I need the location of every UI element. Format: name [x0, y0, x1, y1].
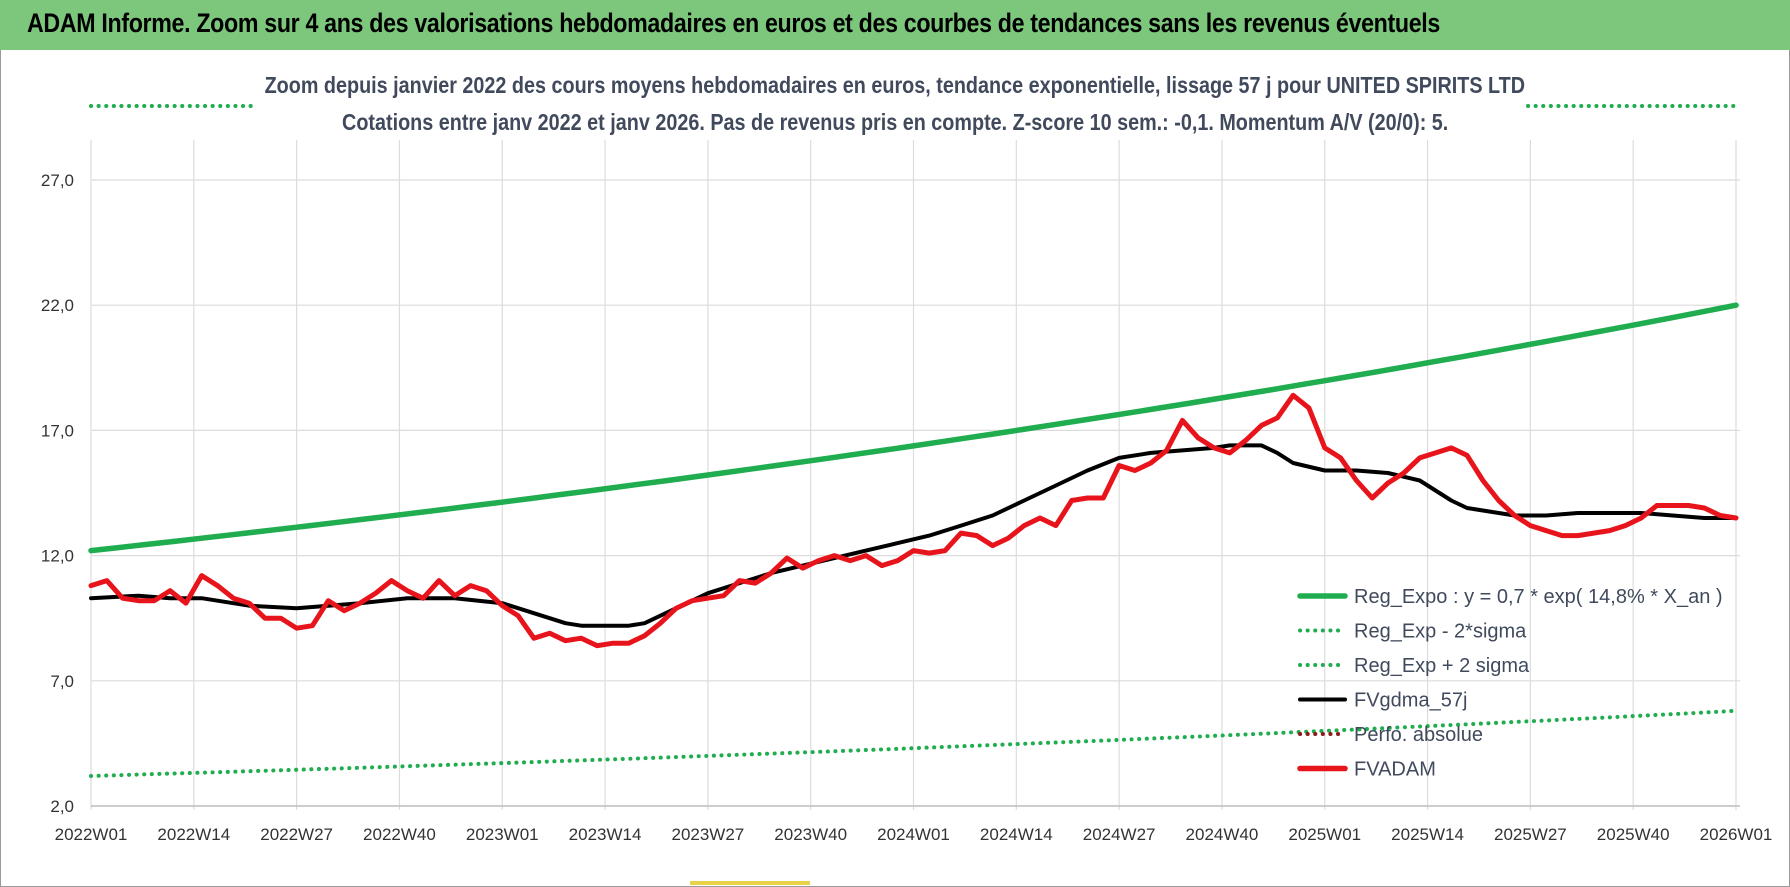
x-tick-label: 2024W01 — [877, 825, 950, 844]
x-tick-label: 2023W01 — [466, 825, 539, 844]
report-banner: ADAM Informe. Zoom sur 4 ans des valoris… — [0, 0, 1790, 50]
x-tick-label: 2025W01 — [1288, 825, 1361, 844]
x-axis-labels: 2022W01 2022W14 2022W27 2022W40 2023W01 2023W… — [55, 825, 1773, 844]
x-tick-label: 2023W40 — [774, 825, 847, 844]
x-tick-label: 2025W40 — [1597, 825, 1670, 844]
bottom-scroll-marker — [690, 881, 810, 885]
legend-label: Perfo. absolue — [1354, 724, 1483, 746]
x-tick-label: 2025W14 — [1391, 825, 1464, 844]
y-tick-label: 17,0 — [41, 421, 74, 440]
x-tick-label: 2024W14 — [980, 825, 1053, 844]
y-axis-labels: 2,0 7,0 12,0 17,0 22,0 27,0 — [41, 171, 74, 816]
series-line-1 — [89, 708, 1738, 778]
legend-label: FVgdma_57j — [1354, 690, 1467, 712]
chart-subtitle: Cotations entre janv 2022 et janv 2026. … — [0, 109, 1790, 136]
chart-title: Zoom depuis janvier 2022 des cours moyen… — [0, 72, 1790, 99]
x-tick-label: 2023W14 — [569, 825, 642, 844]
x-tick-label: 2022W40 — [363, 825, 436, 844]
y-tick-label: 2,0 — [50, 797, 74, 816]
x-tick-label: 2023W27 — [671, 825, 744, 844]
x-tick-label: 2026W01 — [1700, 825, 1773, 844]
x-tick-label: 2024W40 — [1186, 825, 1259, 844]
x-tick-label: 2024W27 — [1083, 825, 1156, 844]
legend-label: FVADAM — [1354, 759, 1436, 781]
x-tick-label: 2022W27 — [260, 825, 333, 844]
y-tick-label: 7,0 — [50, 672, 74, 691]
y-tick-label: 22,0 — [41, 296, 74, 315]
series-line-5 — [88, 392, 1739, 649]
gridlines — [90, 140, 1740, 810]
report-title: ADAM Informe. Zoom sur 4 ans des valoris… — [27, 8, 1440, 38]
legend-label: Reg_Expo : y = 0,7 * exp( 14,8% * X_an ) — [1354, 586, 1723, 608]
legend: Reg_Expo : y = 0,7 * exp( 14,8% * X_an )… — [1297, 586, 1723, 781]
chart-subtitle-text: Cotations entre janv 2022 et janv 2026. … — [341, 109, 1449, 135]
x-tick-label: 2022W14 — [157, 825, 230, 844]
series-lines — [88, 104, 1739, 778]
y-tick-label: 27,0 — [41, 171, 74, 190]
chart-title-text: Zoom depuis janvier 2022 des cours moyen… — [264, 72, 1526, 98]
legend-label: Reg_Exp - 2*sigma — [1354, 621, 1527, 643]
legend-label: Reg_Exp + 2 sigma — [1354, 655, 1530, 677]
series-line-0 — [88, 302, 1739, 554]
x-tick-label: 2025W27 — [1494, 825, 1567, 844]
x-tick-label: 2022W01 — [55, 825, 128, 844]
y-tick-label: 12,0 — [41, 547, 74, 566]
